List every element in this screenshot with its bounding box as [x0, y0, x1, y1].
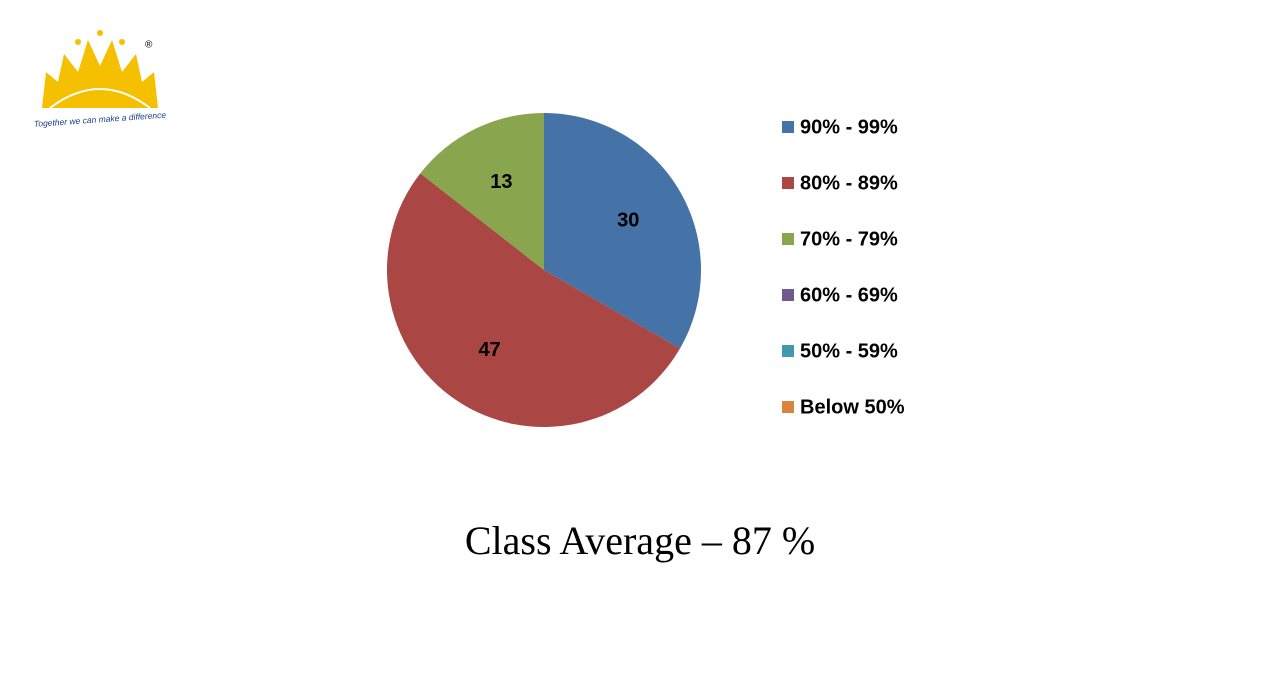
data-label: 47 [478, 339, 500, 361]
legend-label: 60% - 69% [800, 284, 898, 306]
data-label: 13 [490, 171, 512, 193]
logo-dot [75, 39, 81, 45]
caption: Class Average – 87 % [465, 518, 815, 563]
legend-swatch [782, 401, 794, 413]
registered-mark: ® [145, 40, 153, 51]
logo-dot [97, 30, 103, 36]
legend-label: 70% - 79% [800, 228, 898, 250]
pie-slice [387, 173, 680, 427]
logo-dot [119, 39, 125, 45]
legend-label: 50% - 59% [800, 340, 898, 362]
legend-swatch [782, 121, 794, 133]
logo-shape [42, 40, 158, 108]
legend-label: 90% - 99% [800, 116, 898, 138]
legend-swatch [782, 177, 794, 189]
data-label: 30 [617, 210, 639, 232]
legend-swatch [782, 289, 794, 301]
pie-slice [420, 113, 544, 270]
logo-line [49, 88, 151, 109]
pie-slice [544, 113, 701, 349]
legend-swatch [782, 345, 794, 357]
legend-label: 80% - 89% [800, 172, 898, 194]
legend-label: Below 50% [800, 396, 905, 418]
legend-swatch [782, 233, 794, 245]
